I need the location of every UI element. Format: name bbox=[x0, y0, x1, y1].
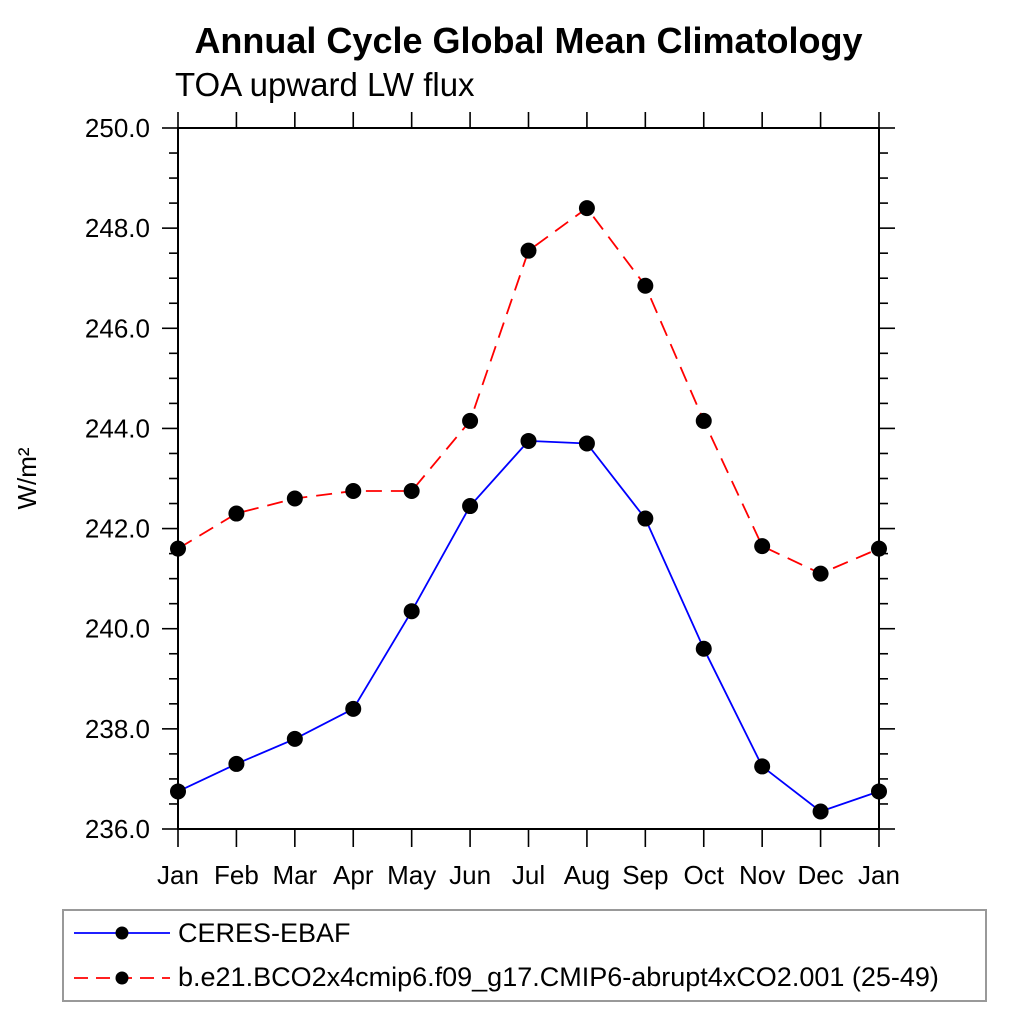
data-point-marker bbox=[228, 755, 245, 772]
data-point-marker bbox=[871, 540, 887, 557]
x-tick-label: Jan bbox=[858, 860, 900, 890]
data-point-marker bbox=[578, 435, 595, 452]
x-tick-label: Apr bbox=[333, 860, 374, 890]
chart-title: Annual Cycle Global Mean Climatology bbox=[194, 20, 863, 61]
data-point-marker bbox=[403, 483, 420, 500]
y-tick-label: 250.0 bbox=[85, 113, 150, 143]
y-tick-label: 244.0 bbox=[85, 413, 150, 443]
legend: CERES-EBAF b.e21.BCO2x4cmip6.f09_g17.CMI… bbox=[62, 909, 987, 1002]
chart-subtitle: TOA upward LW flux bbox=[175, 66, 475, 103]
y-tick-label: 246.0 bbox=[85, 313, 150, 343]
series-line-1 bbox=[177, 206, 880, 575]
data-point-marker bbox=[578, 200, 595, 217]
data-point-marker bbox=[345, 700, 362, 717]
data-point-marker bbox=[462, 498, 479, 515]
data-point-marker bbox=[754, 538, 771, 555]
data-point-marker bbox=[812, 803, 829, 820]
legend-swatch-dashed-red-line-icon bbox=[74, 971, 170, 985]
data-point-marker bbox=[170, 540, 186, 557]
series-line-0 bbox=[177, 439, 880, 813]
x-tick-label: May bbox=[387, 860, 436, 890]
y-tick-label: 236.0 bbox=[85, 814, 150, 844]
legend-row-model: b.e21.BCO2x4cmip6.f09_g17.CMIP6-abrupt4x… bbox=[64, 956, 985, 1000]
x-tick-label: Oct bbox=[684, 860, 725, 890]
x-tick-label: Mar bbox=[272, 860, 317, 890]
data-point-marker bbox=[286, 490, 303, 507]
legend-row-ceres: CERES-EBAF bbox=[64, 911, 985, 955]
data-point-marker bbox=[520, 242, 537, 259]
data-point-marker bbox=[754, 758, 771, 775]
data-point-marker bbox=[228, 505, 245, 522]
data-point-marker bbox=[871, 783, 887, 800]
x-tick-label: Jun bbox=[449, 860, 491, 890]
data-point-marker bbox=[462, 412, 479, 429]
legend-label-ceres: CERES-EBAF bbox=[178, 917, 351, 948]
axis-frame bbox=[177, 127, 880, 830]
y-tick-label: 240.0 bbox=[85, 614, 150, 644]
x-tick-label: Sep bbox=[622, 860, 668, 890]
x-tick-label: Nov bbox=[739, 860, 785, 890]
y-tick-label: 242.0 bbox=[85, 514, 150, 544]
data-point-marker bbox=[170, 783, 186, 800]
legend-swatch-solid-blue-line-icon bbox=[74, 926, 170, 940]
x-tick-label: Feb bbox=[214, 860, 259, 890]
data-point-marker bbox=[812, 565, 829, 582]
data-point-marker bbox=[345, 483, 362, 500]
data-point-marker bbox=[695, 640, 712, 657]
y-tick-label: 238.0 bbox=[85, 714, 150, 744]
data-point-marker bbox=[286, 730, 303, 747]
data-point-marker bbox=[637, 510, 654, 527]
legend-label-model: b.e21.BCO2x4cmip6.f09_g17.CMIP6-abrupt4x… bbox=[178, 962, 939, 993]
data-point-marker bbox=[403, 603, 420, 620]
x-tick-label: Dec bbox=[797, 860, 843, 890]
y-tick-label: 248.0 bbox=[85, 213, 150, 243]
y-axis-label: W/m² bbox=[12, 447, 42, 509]
x-tick-label: Jan bbox=[157, 860, 199, 890]
data-point-marker bbox=[695, 412, 712, 429]
x-tick-label: Jul bbox=[512, 860, 545, 890]
data-point-marker bbox=[520, 432, 537, 449]
data-point-marker bbox=[637, 277, 654, 294]
x-tick-label: Aug bbox=[564, 860, 610, 890]
